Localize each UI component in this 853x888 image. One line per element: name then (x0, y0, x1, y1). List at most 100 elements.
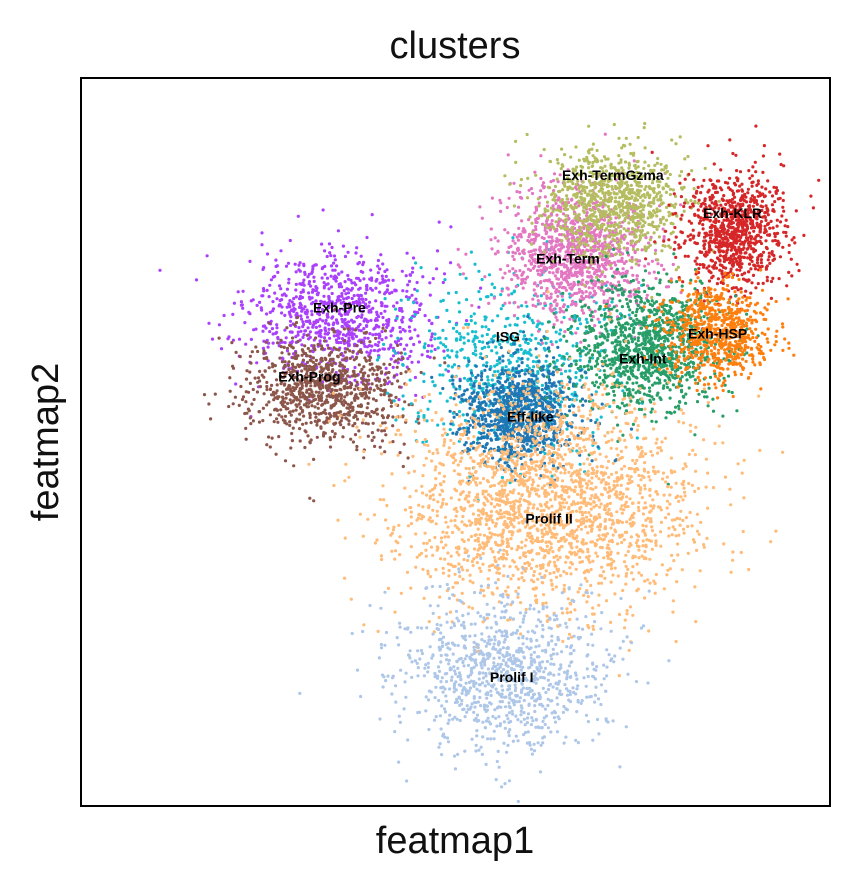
data-point (284, 336, 288, 340)
data-point (277, 435, 281, 439)
data-point (319, 383, 323, 387)
data-point (546, 226, 551, 230)
data-point (282, 365, 286, 369)
data-point (302, 278, 306, 282)
data-point (442, 272, 447, 276)
data-point (540, 322, 544, 326)
data-point (493, 286, 497, 290)
data-point (392, 399, 396, 403)
data-point (506, 153, 510, 157)
data-point (387, 278, 391, 282)
data-point (296, 354, 300, 358)
data-point (326, 400, 330, 404)
data-point (547, 346, 551, 350)
data-point (377, 315, 381, 319)
data-point (477, 406, 481, 410)
data-point (246, 407, 250, 411)
data-point (350, 331, 354, 335)
data-point (558, 233, 562, 237)
data-point (290, 392, 294, 396)
data-point (516, 316, 520, 320)
data-point (328, 445, 333, 449)
data-point (490, 319, 495, 323)
data-point (332, 414, 336, 418)
data-point (512, 392, 516, 396)
data-point (550, 219, 554, 223)
data-point (377, 379, 381, 383)
data-point (322, 294, 326, 298)
data-point (329, 357, 333, 361)
data-point (518, 344, 522, 348)
data-point (519, 403, 523, 407)
data-point (399, 307, 403, 311)
data-point (355, 246, 359, 250)
data-point (491, 384, 495, 388)
data-point (514, 336, 518, 340)
data-point (333, 307, 337, 311)
data-point (501, 359, 505, 363)
data-point (489, 293, 493, 297)
data-point (315, 435, 319, 439)
data-point (485, 361, 489, 365)
data-point (276, 420, 280, 424)
data-point (531, 374, 536, 378)
data-point (270, 393, 274, 397)
data-point (478, 386, 482, 390)
data-point (439, 341, 443, 345)
data-point (510, 277, 514, 282)
data-point (600, 263, 604, 267)
data-point (316, 311, 320, 316)
data-point (517, 405, 521, 409)
data-point (480, 417, 484, 422)
data-point (314, 263, 318, 267)
data-point (594, 237, 598, 241)
data-point (600, 242, 604, 246)
data-point (491, 456, 495, 460)
data-point (287, 360, 291, 364)
data-point (539, 474, 543, 478)
data-point (560, 294, 564, 298)
data-point (499, 432, 503, 436)
data-point (428, 399, 432, 403)
data-point (294, 375, 298, 379)
data-point (538, 281, 543, 285)
data-point (295, 315, 300, 319)
data-point (671, 188, 676, 192)
data-point (479, 413, 483, 418)
data-point (567, 241, 572, 245)
data-point (288, 398, 292, 402)
data-point (344, 321, 348, 325)
data-point (283, 313, 287, 317)
data-point (253, 376, 257, 380)
data-point (312, 499, 316, 503)
data-point (512, 273, 517, 277)
data-point (370, 213, 374, 217)
data-point (436, 423, 440, 427)
data-point (450, 365, 454, 369)
data-point (600, 402, 604, 406)
data-point (312, 457, 316, 461)
data-point (400, 269, 404, 273)
data-point (458, 272, 462, 276)
data-point (351, 424, 355, 428)
data-point (495, 351, 499, 355)
data-point (399, 342, 403, 346)
data-point (529, 353, 533, 357)
data-point (348, 409, 352, 414)
data-point (332, 334, 336, 338)
data-point (344, 334, 348, 338)
data-point (472, 390, 476, 394)
data-point (577, 287, 582, 291)
data-point (465, 298, 469, 302)
data-point (496, 335, 500, 339)
data-point (273, 291, 277, 295)
data-point (375, 358, 380, 362)
data-point (524, 436, 528, 440)
data-point (321, 391, 325, 395)
data-point (359, 315, 364, 319)
data-point (444, 337, 448, 341)
data-point (343, 370, 347, 374)
data-point (293, 323, 297, 327)
data-point (433, 347, 437, 352)
data-point (333, 258, 337, 262)
